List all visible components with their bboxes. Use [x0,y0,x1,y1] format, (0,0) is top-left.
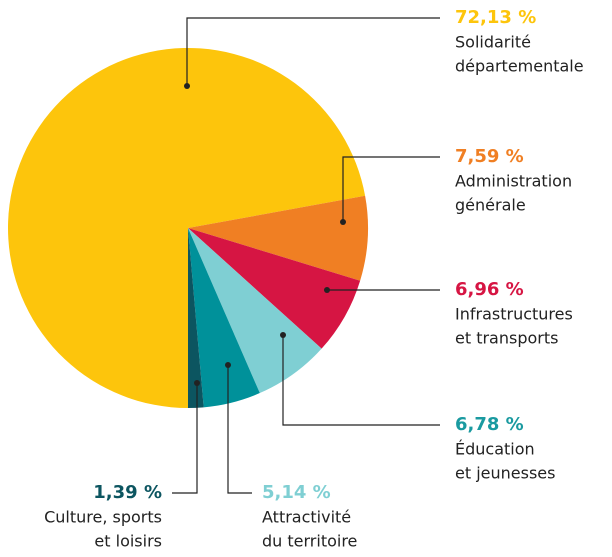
category-label: et jeunesses [455,464,555,483]
leader-line [172,383,198,494]
leader-line [186,17,440,86]
pie-slice [188,228,361,349]
value-label: 7,59 % [455,146,524,167]
pie-slice [188,228,260,408]
value-label: 5,14 % [262,482,331,503]
category-label: départementale [455,57,584,76]
value-label: 1,39 % [93,482,162,503]
category-label: générale [455,196,526,215]
category-label: Éducation [455,440,535,459]
pie-slice [188,228,204,408]
category-label: et transports [455,329,558,348]
leader-dot [340,219,346,225]
category-label: Administration [455,172,572,191]
pie-slice [188,195,368,281]
category-label: du territoire [262,532,357,551]
category-label: Attractivité [262,508,351,527]
category-label: Culture, sports [44,508,162,527]
leader-dot [225,362,231,368]
leader-dot [280,332,286,338]
leader-line [342,156,440,222]
category-label: et loisirs [94,532,162,551]
value-label: 6,96 % [455,279,524,300]
category-label: Infrastructures [455,305,573,324]
leader-dot [194,380,200,386]
pie-slice [8,47,366,408]
category-label: Solidarité [455,33,531,52]
leader-line [227,365,252,494]
leader-dot [324,287,330,293]
value-label: 72,13 % [455,7,536,28]
value-label: 6,78 % [455,414,524,435]
leader-line [282,335,440,426]
pie-slice [188,228,322,394]
leader-dot [184,83,190,89]
